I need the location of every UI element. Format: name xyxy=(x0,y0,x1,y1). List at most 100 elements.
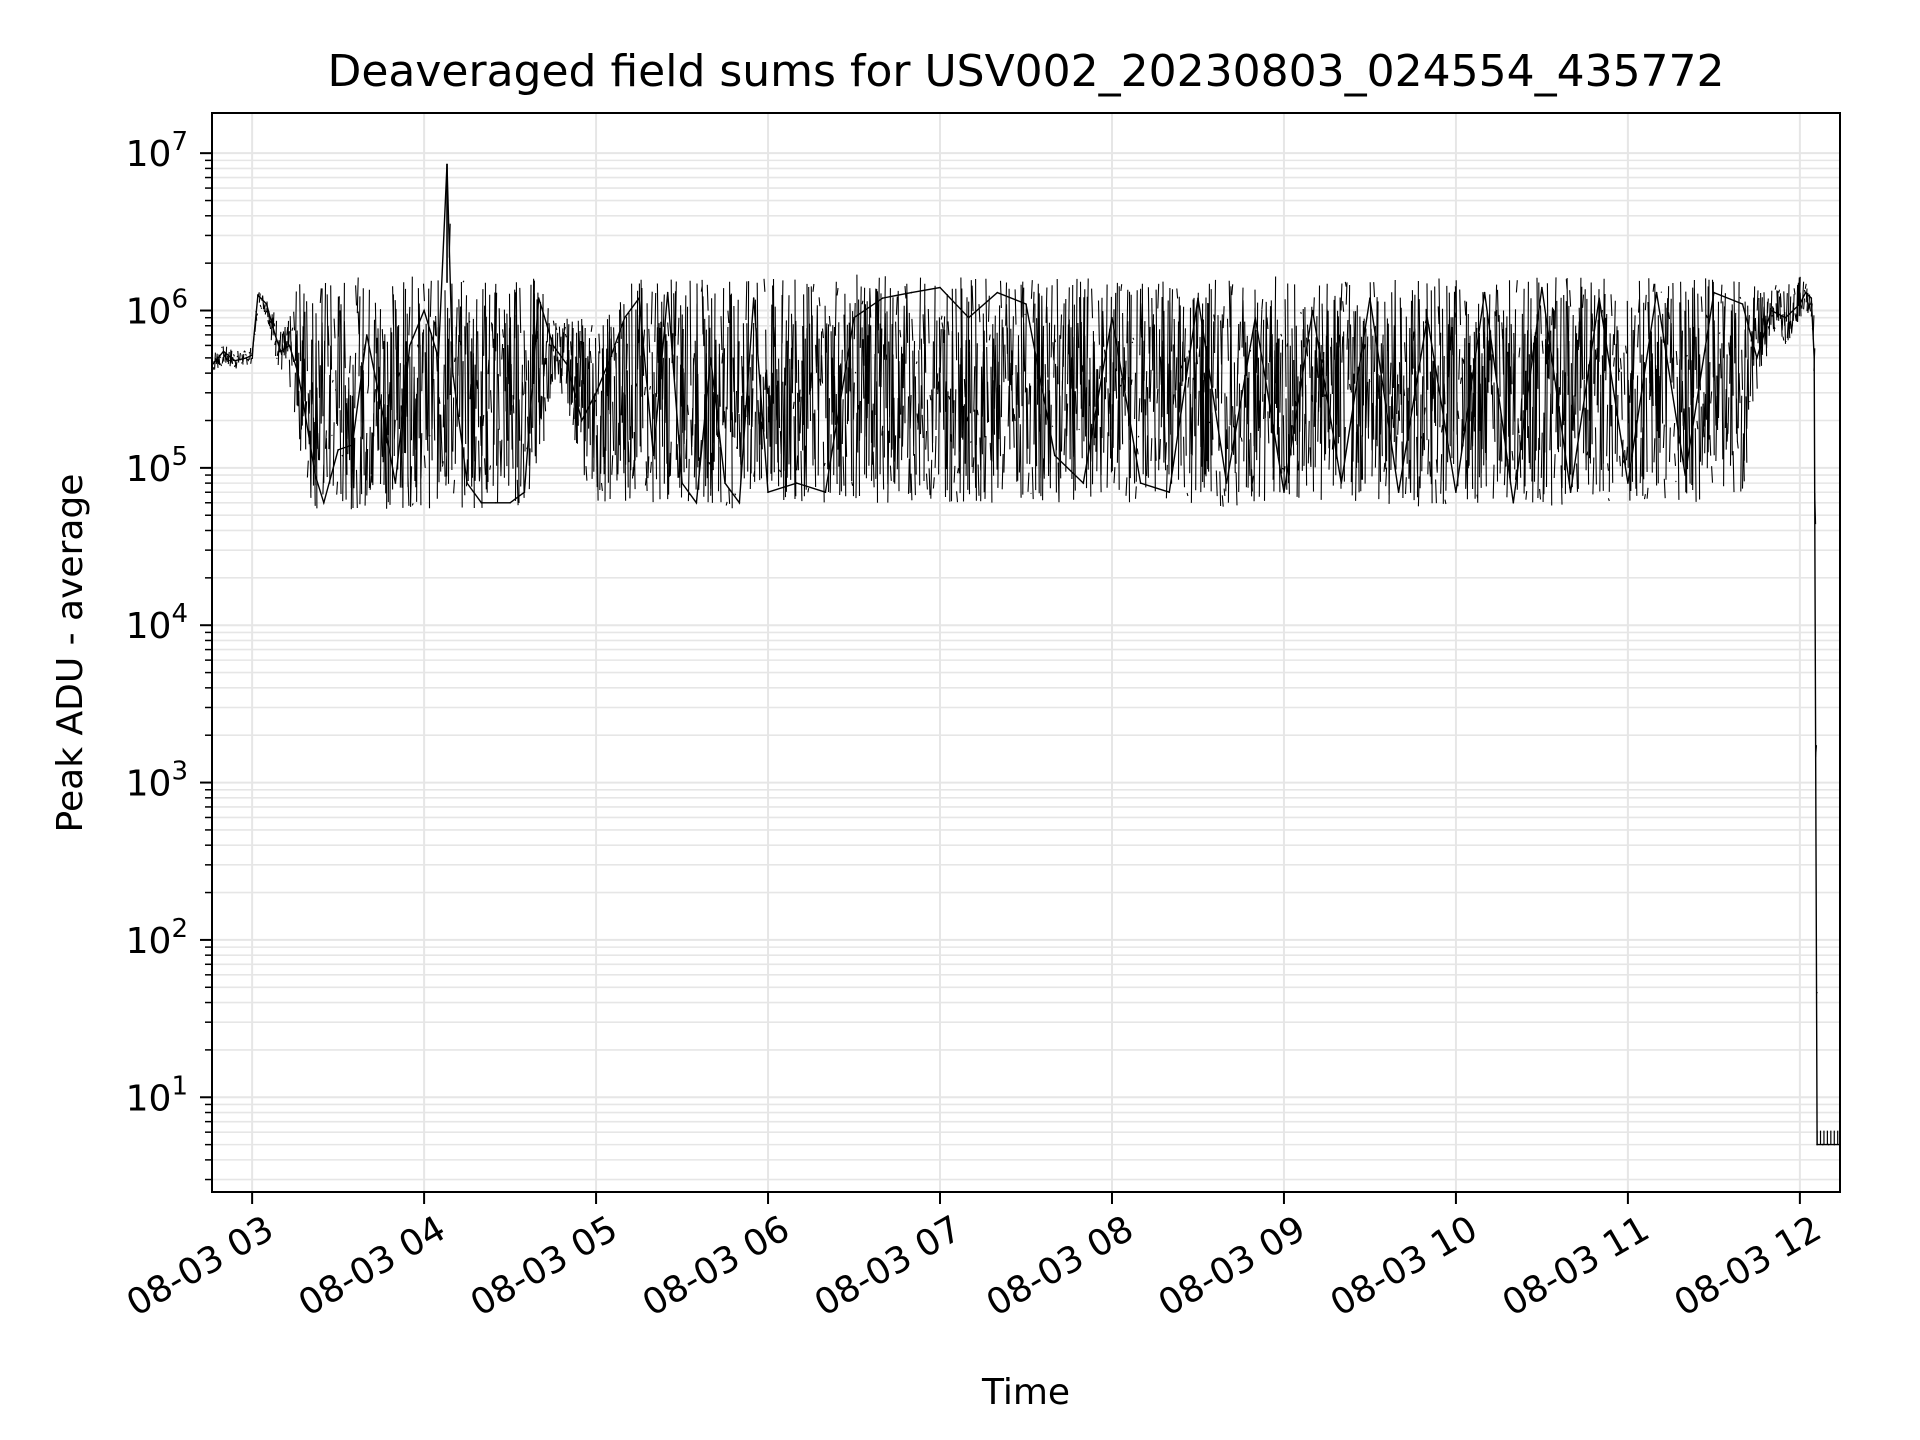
series-point xyxy=(1784,316,1787,319)
series-point xyxy=(566,364,569,366)
series-point xyxy=(274,334,276,336)
series-point xyxy=(1340,482,1343,484)
series-point xyxy=(1455,491,1457,494)
y-tick-label: 107 xyxy=(126,127,188,175)
series-point xyxy=(466,482,468,484)
series-point xyxy=(1541,286,1543,289)
chart-title: Deaveraged field sums for USV002_2023080… xyxy=(327,46,1724,97)
series-point xyxy=(257,294,259,297)
series-point xyxy=(1483,291,1486,294)
series-point xyxy=(910,291,913,294)
y-tick-label-base: 10 xyxy=(126,449,172,490)
series-point xyxy=(280,350,282,353)
series-point xyxy=(1311,309,1314,312)
series-point xyxy=(394,482,397,484)
series-point xyxy=(795,482,798,484)
series-point xyxy=(1810,297,1813,299)
plot-frame xyxy=(211,112,1841,1193)
series-point xyxy=(265,303,268,305)
series-point xyxy=(638,297,640,299)
y-tick-label: 106 xyxy=(126,285,188,333)
series-point xyxy=(480,502,483,504)
series-point xyxy=(967,316,970,319)
series-point xyxy=(308,439,311,442)
series-point xyxy=(939,286,941,289)
series-point xyxy=(1713,291,1715,294)
series-point xyxy=(1512,502,1515,504)
series-point xyxy=(1111,316,1113,319)
series-point xyxy=(552,344,554,347)
series-point xyxy=(288,344,291,347)
series-point xyxy=(380,404,382,407)
x-axis-label: Time xyxy=(981,1372,1070,1413)
series-point xyxy=(366,334,368,336)
series-point xyxy=(437,357,440,359)
series-point xyxy=(337,449,339,451)
series-point xyxy=(609,357,612,359)
series-point xyxy=(752,297,755,299)
y-tick-label-exponent: 1 xyxy=(171,1071,188,1101)
series-point xyxy=(1369,297,1371,299)
series-point xyxy=(409,344,411,347)
series-point xyxy=(1139,482,1142,484)
series-point xyxy=(996,291,999,294)
series-point xyxy=(681,482,683,484)
y-tick-label-base: 10 xyxy=(126,921,172,962)
y-tick-label: 102 xyxy=(126,914,188,962)
series-point xyxy=(1283,491,1285,494)
series-point xyxy=(1197,297,1199,299)
series-point xyxy=(222,350,225,353)
series-point xyxy=(1627,482,1629,484)
series-point xyxy=(1741,303,1744,305)
y-axis-label: Peak ADU - average xyxy=(50,474,91,833)
y-tick-label: 105 xyxy=(126,442,188,490)
series-point xyxy=(666,291,669,294)
y-tick-label-exponent: 3 xyxy=(171,757,188,787)
series-point xyxy=(695,502,698,504)
series-point xyxy=(853,316,855,319)
series-line-layer xyxy=(211,163,1841,1146)
y-tick-label: 104 xyxy=(126,599,188,647)
series-point xyxy=(1569,491,1572,494)
series-point xyxy=(1053,454,1056,457)
y-tick-label-exponent: 6 xyxy=(171,285,188,315)
y-tick-label-exponent: 4 xyxy=(171,599,188,629)
series-point xyxy=(245,357,248,359)
series-point xyxy=(251,354,253,357)
series-point xyxy=(1756,357,1758,359)
series-point xyxy=(1082,482,1085,484)
y-tick-label-exponent: 7 xyxy=(171,127,188,157)
series-point xyxy=(1799,303,1801,305)
series-point xyxy=(738,502,741,504)
series-point xyxy=(1598,297,1600,299)
grid-layer xyxy=(212,113,1840,1192)
series-point xyxy=(1655,291,1658,294)
series-point xyxy=(495,502,497,504)
series-point xyxy=(881,297,884,299)
y-tick-label-base: 10 xyxy=(126,764,172,805)
series-point xyxy=(1254,316,1257,319)
series-point xyxy=(234,359,236,362)
series-point xyxy=(1822,1143,1824,1146)
series-point xyxy=(1684,474,1686,476)
series-point xyxy=(423,309,425,312)
series-point xyxy=(509,502,511,504)
y-tick-label-exponent: 2 xyxy=(171,914,188,944)
series-point xyxy=(297,372,299,374)
series-point xyxy=(824,491,827,494)
series-point xyxy=(1770,309,1772,312)
series-point xyxy=(623,316,626,319)
series-point xyxy=(767,491,769,494)
y-tick-label-exponent: 5 xyxy=(171,442,188,472)
series-point xyxy=(652,454,655,457)
y-tick-label: 103 xyxy=(126,757,188,805)
series-point xyxy=(523,491,526,494)
series-point xyxy=(302,404,305,407)
y-tick-label-base: 10 xyxy=(126,292,172,333)
y-tick-label-base: 10 xyxy=(126,134,172,175)
y-tick-label-base: 10 xyxy=(126,606,172,647)
series-point xyxy=(1397,491,1400,494)
